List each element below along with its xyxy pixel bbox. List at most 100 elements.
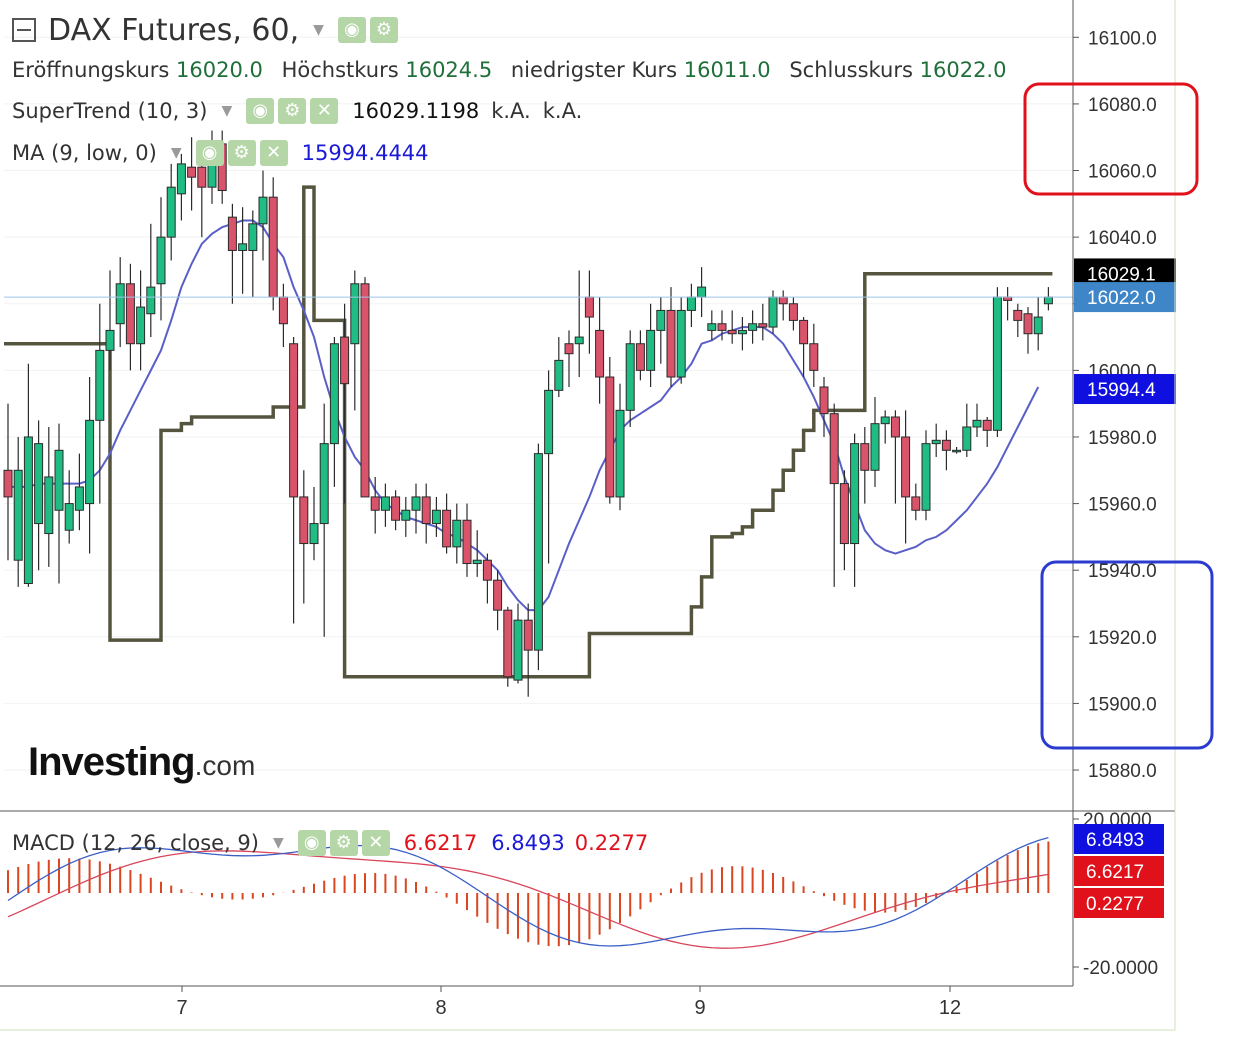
candle: [860, 426, 870, 504]
candle-body: [309, 523, 319, 545]
candle-body: [523, 619, 533, 651]
candle: [54, 423, 64, 584]
macd-pane-layer: [7, 836, 1050, 949]
supertrend-name[interactable]: SuperTrend (10, 3): [12, 99, 208, 123]
close-icon[interactable]: ✕: [310, 98, 339, 124]
eye-icon[interactable]: ◉: [246, 98, 275, 124]
candle-body: [646, 329, 656, 371]
y-tick-label: 16060.0: [1088, 162, 1157, 183]
candle-body: [870, 423, 880, 471]
candle: [605, 357, 615, 504]
candle: [707, 310, 717, 341]
candle: [911, 483, 921, 521]
chevron-down-icon[interactable]: ▼: [313, 22, 324, 38]
candle-body: [115, 283, 125, 325]
chart-header: DAX Futures, 60, ▼ ◉ ⚙: [12, 10, 398, 50]
candle: [85, 377, 95, 554]
chevron-down-icon[interactable]: ▼: [221, 103, 233, 119]
candle-body: [156, 236, 166, 285]
candle: [1033, 297, 1043, 351]
y-tick-label: 16100.0: [1088, 28, 1157, 49]
candle: [666, 287, 676, 388]
close-icon[interactable]: ✕: [259, 140, 288, 166]
ma-value: 15994.4444: [301, 141, 429, 165]
candle-body: [860, 443, 870, 471]
candle-body: [268, 196, 278, 298]
eye-icon[interactable]: ◉: [297, 830, 326, 856]
candle: [166, 163, 176, 261]
candle-body: [248, 223, 258, 251]
x-tick-label: 9: [694, 997, 705, 1019]
candle-body: [819, 386, 829, 415]
candle: [727, 310, 737, 344]
candle: [380, 483, 390, 527]
candle-body: [319, 443, 329, 525]
ma-name[interactable]: MA (9, low, 0): [12, 141, 157, 165]
ohlc-open-value: 16020.0: [176, 58, 263, 82]
candle: [309, 486, 319, 561]
candle-body: [227, 216, 237, 251]
ohlc-close-value: 16022.0: [919, 58, 1007, 82]
candle: [554, 337, 564, 398]
candle: [758, 303, 768, 341]
gear-icon[interactable]: ⚙: [278, 98, 307, 124]
macd-legend: MACD (12, 26, close, 9) ▼ ◉ ⚙ ✕ 6.6217 6…: [12, 830, 648, 856]
macd-value-text: 0.2277: [1086, 894, 1144, 915]
chevron-down-icon[interactable]: ▼: [272, 835, 284, 851]
candle: [635, 330, 645, 381]
candle: [625, 330, 635, 427]
candle-body: [370, 496, 380, 511]
macd-value-text: 6.6217: [1086, 862, 1144, 883]
eye-icon[interactable]: ◉: [337, 17, 366, 43]
macd-signal-value: 6.8493: [491, 831, 565, 855]
supertrend-legend: SuperTrend (10, 3) ▼ ◉ ⚙ ✕ 16029.1198 k.…: [12, 98, 582, 124]
candle: [115, 257, 125, 348]
ohlc-low-value: 16011.0: [683, 58, 771, 82]
candle-body: [809, 343, 819, 371]
candle-body: [64, 503, 74, 531]
frame-layer: [0, 0, 1176, 1031]
candle: [574, 270, 584, 378]
candle-body: [584, 296, 594, 318]
candle: [350, 270, 360, 411]
candle-body: [737, 329, 747, 335]
candle-body: [676, 309, 686, 378]
candle: [1023, 307, 1033, 354]
candle-body: [901, 436, 911, 498]
candle-body: [513, 619, 523, 681]
chevron-down-icon[interactable]: ▼: [170, 145, 182, 161]
candle: [931, 423, 941, 457]
macd-name[interactable]: MACD (12, 26, close, 9): [12, 831, 259, 855]
candle: [360, 277, 370, 498]
candle-body: [340, 336, 350, 385]
close-icon[interactable]: ✕: [361, 830, 390, 856]
candle: [95, 303, 105, 504]
candle-body: [1013, 309, 1023, 321]
ma-line-layer: [8, 219, 1040, 612]
candle: [992, 287, 1002, 437]
highlight-box-blue: [1040, 560, 1214, 750]
candle-body: [890, 416, 900, 438]
candle: [748, 310, 758, 344]
gear-icon[interactable]: ⚙: [227, 140, 256, 166]
candle-body: [635, 343, 645, 371]
eye-icon[interactable]: ◉: [195, 140, 224, 166]
candle-body: [707, 323, 717, 331]
candle-body: [350, 283, 360, 345]
y-tick-label: 16080.0: [1088, 95, 1157, 116]
gear-icon[interactable]: ⚙: [369, 17, 398, 43]
candle: [646, 303, 656, 388]
candle: [503, 606, 513, 687]
x-tick-label: 7: [176, 997, 187, 1019]
highlight-box-red: [1023, 82, 1199, 196]
candle-body: [411, 496, 421, 511]
gear-icon[interactable]: ⚙: [329, 830, 358, 856]
candle-body: [472, 559, 482, 565]
candle-body: [554, 359, 564, 391]
collapse-icon[interactable]: [12, 18, 36, 42]
ohlc-close-label: Schlusskurs: [789, 58, 913, 82]
price-label-text: 16029.1: [1087, 264, 1156, 285]
candle: [1013, 303, 1023, 338]
candle: [493, 570, 503, 631]
